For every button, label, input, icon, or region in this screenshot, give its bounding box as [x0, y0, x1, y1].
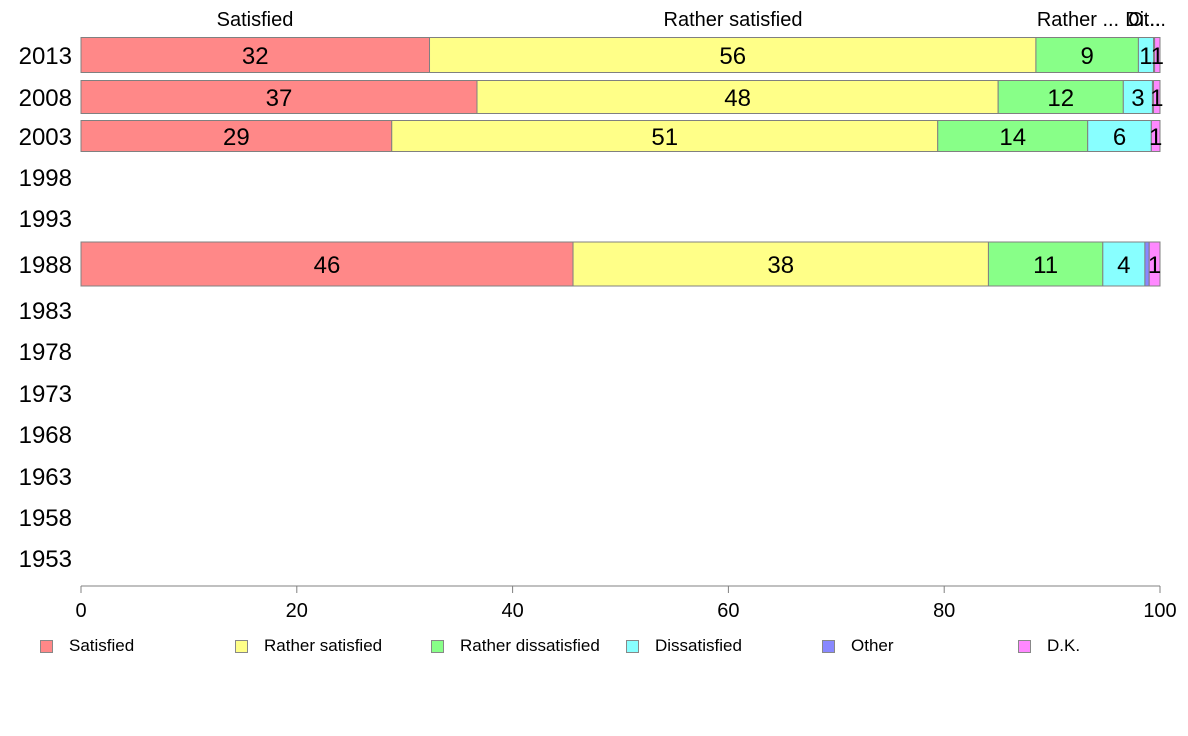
- bar-segment: [937, 120, 1089, 152]
- data-label: 4: [1117, 252, 1130, 279]
- legend-swatch: [1018, 639, 1031, 653]
- top-series-label: Rather satisfied: [664, 9, 803, 31]
- data-label: 14: [999, 124, 1026, 151]
- bar-segment: [429, 37, 1037, 73]
- legend-label: D.K.: [1047, 636, 1081, 655]
- legend-label: Satisfied: [69, 636, 135, 655]
- legend-swatch: [822, 639, 835, 653]
- top-series-label: Satisfied: [217, 9, 294, 31]
- y-tick-label: 1973: [19, 381, 72, 408]
- y-tick-label: 1998: [19, 165, 72, 192]
- y-tick-label: 1963: [19, 464, 72, 491]
- legend-item: Other: [822, 636, 894, 656]
- y-tick-label: 1968: [19, 422, 72, 449]
- data-label: 1: [1139, 43, 1152, 70]
- data-label: 3: [1131, 85, 1144, 112]
- y-tick-label: 1988: [19, 252, 72, 279]
- bar-segment: [80, 120, 393, 152]
- data-label: 1: [1151, 43, 1164, 70]
- x-tick-label: 100: [1143, 600, 1176, 622]
- bar-segment: [997, 80, 1124, 114]
- y-tick-label: 1983: [19, 298, 72, 325]
- legend-item: Rather satisfied: [235, 636, 382, 656]
- legend-item: D.K.: [1018, 636, 1080, 656]
- x-tick-label: 20: [286, 600, 308, 622]
- y-tick-label: 2008: [19, 85, 72, 112]
- data-label: 37: [266, 85, 293, 112]
- data-label: 1: [1149, 124, 1162, 151]
- data-label: 12: [1047, 85, 1074, 112]
- data-label: 6: [1113, 124, 1126, 151]
- bar-segment: [1150, 120, 1161, 152]
- bar-segment: [1035, 37, 1139, 73]
- legend-label: Rather dissatisfied: [460, 636, 600, 655]
- legend: Satisfied Rather satisfied Rather dissatis…: [0, 636, 1188, 660]
- data-label: 11: [1033, 252, 1058, 279]
- data-label: 38: [767, 252, 794, 279]
- top-series-label: Rather ...: [1037, 9, 1119, 31]
- stacked-bar-chart: 2013200820031998199319881983197819731968…: [19, 9, 1177, 622]
- legend-label: Dissatisfied: [655, 636, 742, 655]
- legend-swatch: [40, 639, 53, 653]
- data-label: 1: [1150, 85, 1163, 112]
- top-series-label: Di...: [1125, 9, 1161, 31]
- data-label: 51: [651, 124, 678, 151]
- data-label: 1: [1148, 252, 1161, 279]
- y-tick-label: 2003: [19, 124, 72, 151]
- bar-segment: [80, 37, 431, 73]
- legend-item: Satisfied: [40, 636, 134, 656]
- x-tick-label: 0: [75, 600, 86, 622]
- bar-segment: [1154, 37, 1161, 73]
- data-label: 46: [314, 252, 341, 279]
- y-tick-label: 2013: [19, 43, 72, 70]
- legend-swatch: [235, 639, 248, 653]
- bar-segment: [1153, 80, 1161, 114]
- x-tick-label: 60: [717, 600, 739, 622]
- data-label: 29: [223, 124, 250, 151]
- legend-label: Rather satisfied: [264, 636, 383, 655]
- data-label: 48: [724, 85, 751, 112]
- legend-item: Dissatisfied: [626, 636, 742, 656]
- legend-swatch: [626, 639, 639, 653]
- legend-item: Rather dissatisfied: [431, 636, 600, 656]
- legend-swatch: [431, 639, 444, 653]
- legend-label: Other: [851, 636, 894, 655]
- bar-segment: [1148, 241, 1161, 287]
- y-tick-label: 1978: [19, 339, 72, 366]
- bar-segment: [1122, 80, 1153, 114]
- y-tick-label: 1953: [19, 546, 72, 573]
- y-tick-label: 1993: [19, 206, 72, 233]
- top-series-label: Ot...: [1128, 9, 1166, 31]
- bar-segment: [80, 241, 574, 287]
- bar-segment: [1102, 241, 1146, 287]
- y-tick-label: 1958: [19, 505, 72, 532]
- data-label: 9: [1080, 43, 1093, 70]
- x-tick-label: 80: [933, 600, 955, 622]
- x-tick-label: 40: [501, 600, 523, 622]
- data-label: 56: [719, 43, 746, 70]
- data-label: 32: [242, 43, 269, 70]
